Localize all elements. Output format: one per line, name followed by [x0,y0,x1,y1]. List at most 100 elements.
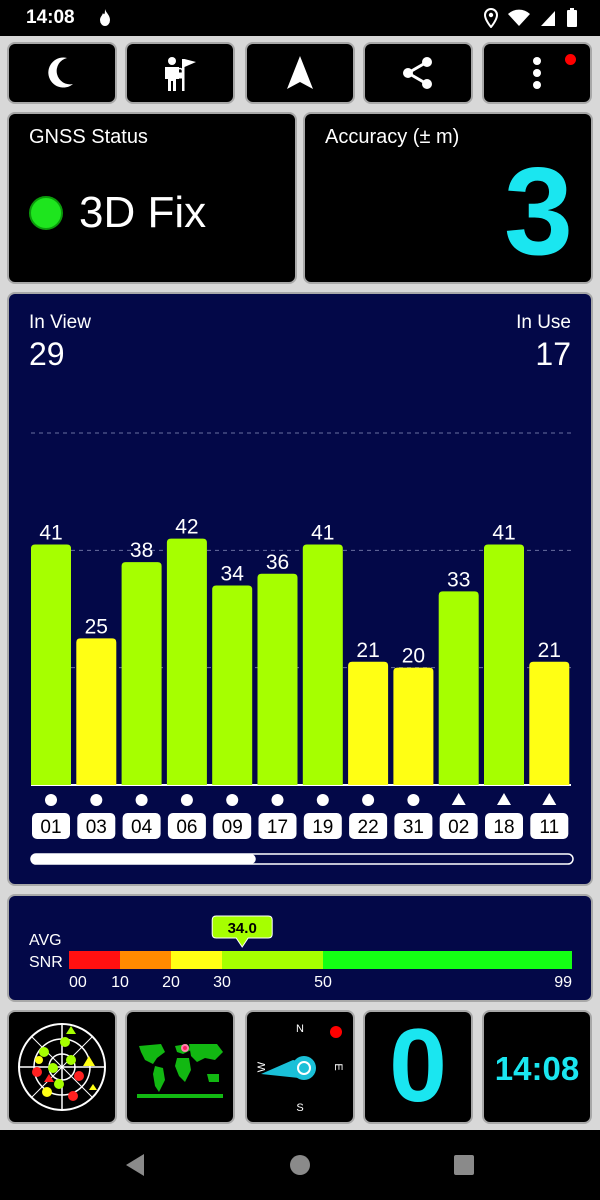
clock-value: 14:08 [494,1050,580,1087]
notification-dot [565,54,576,65]
snr-value-label: 34 [221,563,245,586]
gnss-status-label: GNSS Status [29,126,148,148]
constellation-marker-circle [316,794,329,806]
more-options-button[interactable] [482,42,592,104]
snr-value-label: 41 [39,521,62,544]
sky-radar-icon [18,1023,106,1111]
snr-scale-tick-label: 50 [314,974,332,991]
constellation-marker-circle [362,794,375,806]
back-icon[interactable] [124,1153,146,1177]
cell-signal-icon [541,11,555,26]
snr-bar[interactable] [76,638,117,785]
satellite-id-label: 11 [539,817,559,838]
sky-view-widget[interactable] [7,1010,117,1124]
snr-scale-segment [120,951,171,969]
system-nav-bar [0,1130,600,1200]
avg-snr-value: 34.0 [228,920,257,937]
snr-value-label: 21 [538,639,561,662]
satellite-id-label: 04 [131,817,153,838]
world-map-widget[interactable] [125,1010,235,1124]
snr-bar[interactable] [257,573,298,785]
accuracy-tile[interactable]: Accuracy (± m) 3 [303,112,593,284]
constellation-marker-circle [180,794,193,806]
satellite-id-label: 01 [40,817,61,838]
constellation-marker-circle [226,794,239,806]
snr-bar[interactable] [484,544,524,785]
snr-scale-tick-label: 99 [554,974,572,991]
accuracy-value: 3 [504,143,573,281]
snr-value-label: 33 [447,568,470,591]
speed-widget[interactable]: 0 [363,1008,473,1124]
constellation-marker-triangle [542,793,557,805]
in-view-label: In View [29,312,91,333]
satellite-snr-chart-panel[interactable]: In View 29 In Use 17 41 01 25 03 38 04 42 06 34 0… [7,292,593,886]
gnss-status-tile[interactable]: GNSS Status 3D Fix [7,112,297,284]
satellite-id-label: 22 [358,817,379,838]
clock-widget[interactable]: 14:08 [482,1010,592,1124]
constellation-marker-triangle [497,793,511,805]
satellite-id-badge [394,813,433,839]
satellite-id-label: 02 [448,817,469,838]
lock-icon [176,67,184,79]
speed-value: 0 [389,1008,447,1124]
snr-scale-segment [171,951,222,969]
snr-bar[interactable] [121,562,162,785]
snr-bar[interactable] [393,667,434,785]
satellite-id-badge [485,813,523,839]
avg-label: AVG [29,932,62,949]
satellite-id-label: 09 [222,817,243,838]
snr-value-label: 42 [175,516,198,539]
snr-value-label: 36 [266,551,289,574]
night-mode-button[interactable] [7,42,117,104]
world-map-icon [137,1044,223,1098]
chart-scrollbar-thumb[interactable] [31,854,256,864]
moon-icon [48,57,73,88]
snr-value-label: 21 [356,639,379,662]
satellite-id-badge [122,813,161,839]
snr-bar[interactable] [166,538,207,785]
snr-value-label: 38 [130,539,153,562]
satellite-id-label: 06 [176,817,197,838]
recents-icon[interactable] [454,1155,474,1175]
location-icon [484,8,498,28]
compass-widget[interactable]: N S E W [245,1010,355,1124]
status-time: 14:08 [26,7,75,28]
satellite-id-label: 19 [312,817,333,838]
avg-snr-scale: AVG SNR 00 10 20 30 50 99 34.0 [29,915,572,991]
snr-value-label: 25 [85,615,108,638]
snr-bar[interactable] [529,661,570,785]
satellite-id-badge [303,813,342,839]
satellite-id-badge [439,813,478,839]
snr-bar[interactable] [438,591,479,785]
snr-bar[interactable] [348,661,389,785]
share-button[interactable] [363,42,473,104]
avg-snr-panel[interactable]: AVG SNR 00 10 20 30 50 99 34.0 [7,894,593,1002]
compass-north-label: N [296,1023,304,1035]
lock-icon [296,67,304,79]
compass-east-label: E [332,1063,344,1070]
snr-scale-segment [323,951,572,969]
share-icon [403,57,432,89]
compass-south-label: S [296,1102,303,1114]
in-use-count: 17 [535,336,571,372]
satellite-id-badge [530,813,569,839]
fix-status-text: 3D Fix [79,188,207,237]
satellite-id-badge [258,813,297,839]
compass-icon: N S E W [256,1023,344,1114]
in-view-count: 29 [29,336,65,372]
snr-bar[interactable] [212,585,253,785]
satellite-id-label: 18 [493,817,514,838]
satellite-id-badge [77,813,116,839]
snr-bar[interactable] [302,544,343,785]
satellite-id-badge [32,813,70,839]
navigation-button[interactable] [245,42,355,104]
in-use-label: In Use [516,312,571,333]
snr-scale-tick-label: 10 [111,974,129,991]
snr-value-label: 41 [492,521,515,544]
snr-scale-tick-label: 00 [69,974,87,991]
snr-scale-segment [222,951,323,969]
activity-button[interactable] [125,42,235,104]
snr-bar[interactable] [31,544,71,785]
snr-scale-segment [69,951,120,969]
home-icon[interactable] [289,1154,311,1176]
